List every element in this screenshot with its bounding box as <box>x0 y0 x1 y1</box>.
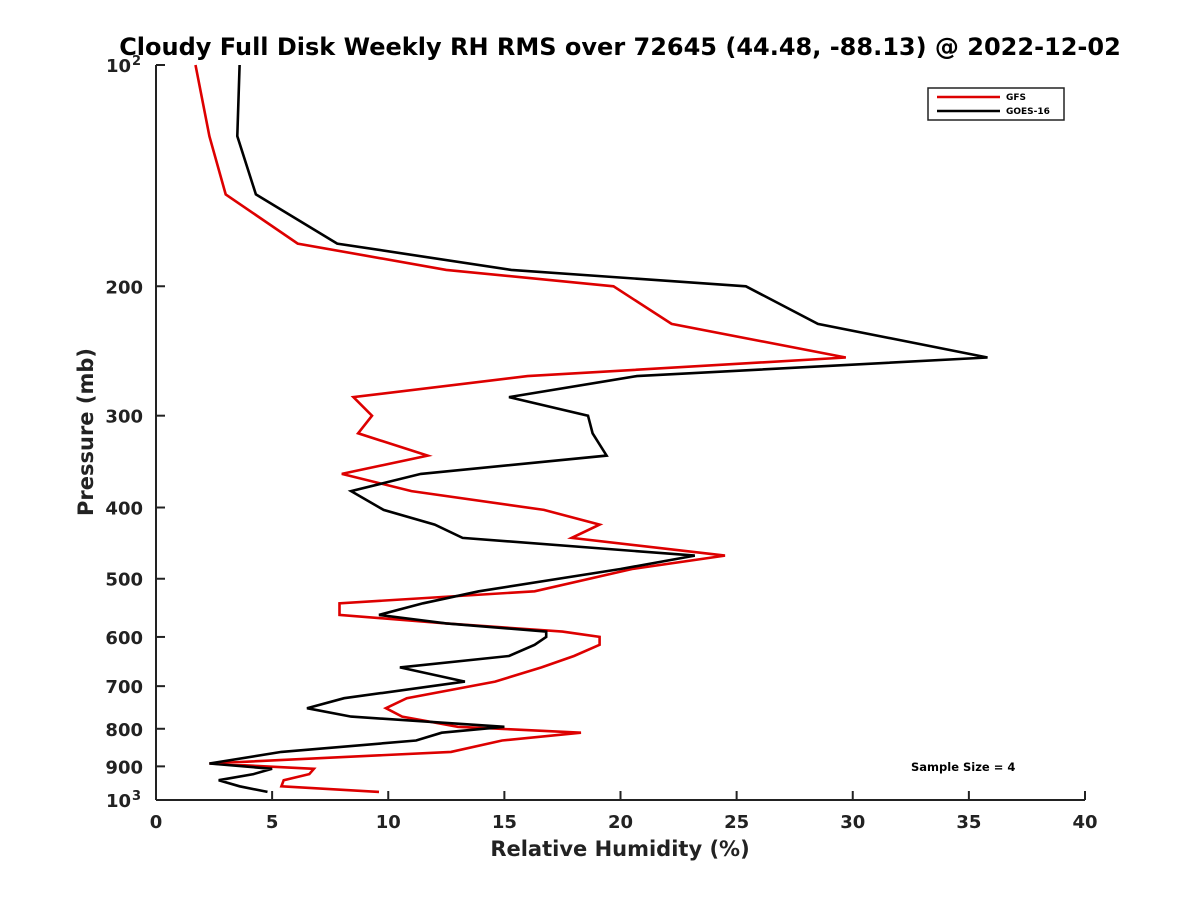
series-layer <box>194 64 988 794</box>
y-tick-exponent: 2 <box>132 54 141 69</box>
x-axis-label: Relative Humidity (%) <box>490 837 749 861</box>
y-tick-label: 800 <box>105 720 143 741</box>
legend-box <box>927 87 1065 121</box>
y-tick-label: 500 <box>105 570 143 591</box>
chart-title: Cloudy Full Disk Weekly RH RMS over 7264… <box>119 33 1121 61</box>
x-tick-label: 40 <box>1072 812 1097 833</box>
x-tick-label: 10 <box>376 812 401 833</box>
x-tick-label: 20 <box>608 812 633 833</box>
legend: GFS GOES-16 <box>927 87 1065 121</box>
y-tick-label: 900 <box>105 757 143 778</box>
x-tick-label: 35 <box>956 812 981 833</box>
series-line-goes-16 <box>209 64 988 794</box>
sample-size-annotation: Sample Size = 4 <box>911 760 1015 774</box>
x-tick-label: 0 <box>150 812 163 833</box>
x-tick-label: 5 <box>266 812 279 833</box>
legend-label-gfs: GFS <box>1006 93 1026 103</box>
y-tick-label: 10 <box>106 791 131 812</box>
axes-layer <box>155 65 1085 801</box>
y-axis-label: Pressure (mb) <box>74 348 98 516</box>
y-tick-exponent: 3 <box>132 789 141 804</box>
y-tick-label: 10 <box>106 56 131 77</box>
y-tick-label: 700 <box>105 677 143 698</box>
y-tick-label: 600 <box>105 628 143 649</box>
legend-label-goes-16: GOES-16 <box>1006 107 1050 117</box>
y-tick-label: 400 <box>105 499 143 520</box>
series-line-gfs <box>194 64 847 794</box>
x-tick-label: 25 <box>724 812 749 833</box>
x-tick-label: 30 <box>840 812 865 833</box>
x-tick-label: 15 <box>492 812 517 833</box>
y-tick-label: 200 <box>105 277 143 298</box>
x-tick-layer: 0 5 10 15 20 25 30 35 40 <box>150 791 1098 833</box>
y-tick-label: 300 <box>105 407 143 428</box>
